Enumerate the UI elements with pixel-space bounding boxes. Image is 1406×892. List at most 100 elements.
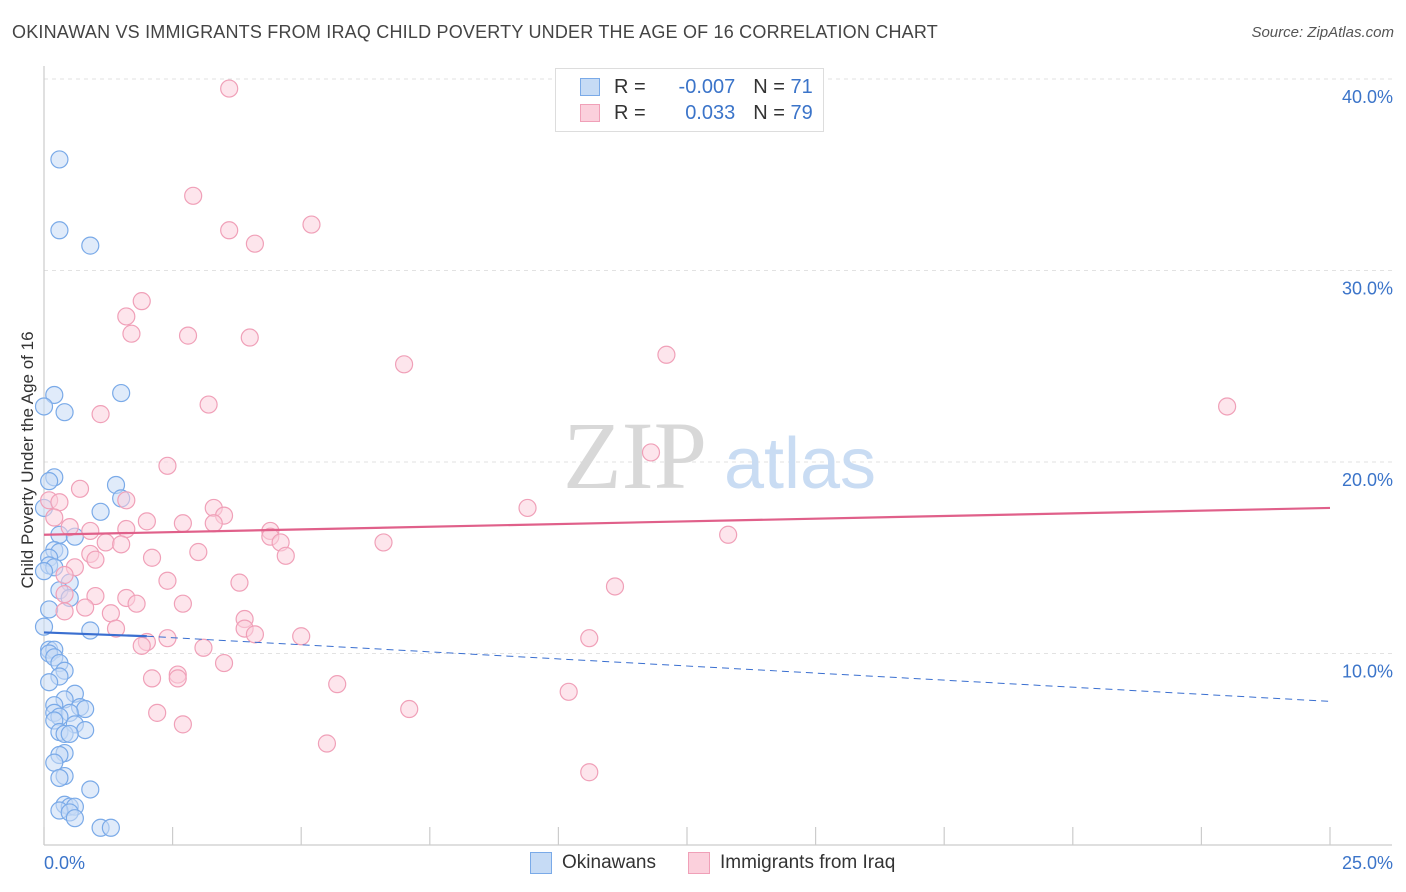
watermark-zip: ZIP <box>563 402 707 509</box>
trend-lines <box>43 506 1331 702</box>
point-iraq <box>142 669 162 688</box>
point-iraq <box>55 602 74 621</box>
point-iraq <box>230 573 249 592</box>
point-iraq <box>117 307 136 326</box>
point-iraq <box>1218 397 1237 416</box>
point-iraq <box>400 699 419 719</box>
legend-row-okinawans: R = -0.007 N = 71 <box>580 75 813 99</box>
point-iraq <box>117 491 136 510</box>
point-okinawans <box>76 699 95 719</box>
point-iraq <box>168 669 187 688</box>
legend-n-value: 79 <box>790 101 813 124</box>
series-swatch-okinawans <box>530 852 552 874</box>
series-label-okinawans: Okinawans <box>562 852 656 873</box>
point-okinawans <box>50 768 69 788</box>
series-legend-okinawans: Okinawans <box>530 852 656 874</box>
point-iraq <box>81 521 100 541</box>
data-points <box>34 79 1237 837</box>
point-okinawans <box>50 221 69 240</box>
point-iraq <box>137 512 156 531</box>
point-okinawans <box>81 236 100 255</box>
point-okinawans <box>112 383 131 403</box>
point-iraq <box>132 636 151 655</box>
trend-solid-okinawans <box>43 631 147 638</box>
point-iraq <box>317 734 337 753</box>
point-okinawans <box>60 724 79 744</box>
point-iraq <box>127 594 146 613</box>
point-iraq <box>55 585 74 604</box>
point-iraq <box>328 675 347 694</box>
watermark-atlas: atlas <box>724 424 876 504</box>
point-iraq <box>605 577 625 596</box>
trend-solid-iraq <box>43 506 1331 536</box>
series-legend: Okinawans Immigrants from Iraq <box>530 852 927 874</box>
y-tick-label: 20.0% <box>1342 470 1393 490</box>
point-iraq <box>45 508 64 527</box>
watermark: ZIP atlas <box>563 402 876 509</box>
point-iraq <box>559 682 578 701</box>
point-iraq <box>96 533 115 552</box>
point-okinawans <box>34 397 54 416</box>
point-okinawans <box>101 818 120 837</box>
y-tick-label: 10.0% <box>1342 662 1393 682</box>
x-tick-label: 25.0% <box>1342 853 1393 873</box>
point-iraq <box>60 518 79 537</box>
point-iraq <box>86 550 105 569</box>
point-iraq <box>173 514 192 533</box>
legend-n-value: 71 <box>790 75 813 98</box>
point-iraq <box>70 479 90 498</box>
legend-r-label: R = <box>614 101 652 124</box>
stats-legend: R = -0.007 N = 71 R = 0.033 N = 79 <box>555 68 824 132</box>
point-okinawans <box>55 403 74 422</box>
legend-r-value: 0.033 <box>685 101 736 124</box>
tick-labels: 10.0% 20.0% 30.0% 40.0% 0.0% 25.0% <box>44 87 1393 873</box>
point-iraq <box>374 533 393 552</box>
axes <box>43 66 1392 846</box>
point-iraq <box>302 215 321 234</box>
point-iraq <box>158 456 177 475</box>
point-iraq <box>122 324 141 343</box>
point-okinawans <box>40 673 59 692</box>
point-iraq <box>76 598 95 617</box>
legend-swatch-iraq <box>580 104 600 122</box>
trend-dashed-okinawans <box>146 635 1331 702</box>
point-iraq <box>580 629 599 648</box>
point-iraq <box>50 493 69 512</box>
point-iraq <box>245 234 265 253</box>
point-iraq <box>641 443 661 462</box>
point-iraq <box>580 763 599 782</box>
point-iraq <box>220 79 239 98</box>
point-iraq <box>214 653 234 673</box>
point-iraq <box>106 619 126 638</box>
source-label: Source: ZipAtlas.com <box>1251 24 1394 41</box>
point-okinawans <box>65 809 84 828</box>
point-iraq <box>142 548 162 567</box>
legend-n-label: N = <box>753 75 791 98</box>
point-iraq <box>518 498 537 518</box>
point-iraq <box>173 715 192 734</box>
point-iraq <box>101 604 120 623</box>
point-okinawans <box>81 780 100 799</box>
legend-n-label: N = <box>753 101 791 124</box>
point-iraq <box>194 638 213 657</box>
point-iraq <box>117 519 136 539</box>
point-okinawans <box>81 621 100 640</box>
point-okinawans <box>34 562 54 581</box>
point-iraq <box>132 292 151 311</box>
point-iraq <box>184 186 203 205</box>
point-iraq <box>148 703 167 722</box>
point-iraq <box>199 395 218 414</box>
chart-title: OKINAWAN VS IMMIGRANTS FROM IRAQ CHILD P… <box>12 22 938 42</box>
series-swatch-iraq <box>688 852 710 874</box>
point-okinawans <box>45 385 64 405</box>
x-tick-label: 0.0% <box>44 853 85 873</box>
point-iraq <box>220 221 239 240</box>
legend-r-value: -0.007 <box>678 75 736 98</box>
point-iraq <box>173 594 192 613</box>
legend-row-iraq: R = 0.033 N = 79 <box>580 101 813 125</box>
legend-r-label: R = <box>614 75 652 98</box>
grid-lines <box>44 78 1392 654</box>
y-tick-label: 30.0% <box>1342 279 1393 299</box>
point-iraq <box>158 571 177 590</box>
point-iraq <box>91 405 110 424</box>
